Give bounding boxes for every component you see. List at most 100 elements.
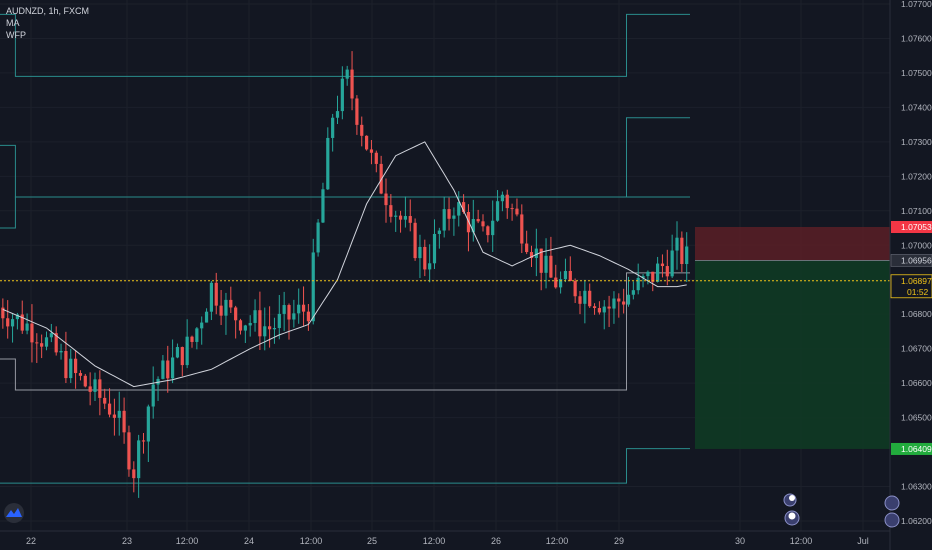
stop-loss-zone[interactable]: [695, 226, 890, 261]
price-tick-label: 1.07500: [901, 68, 932, 78]
candle-body: [568, 270, 572, 281]
candle-body: [292, 313, 296, 320]
svg-text:1.06409: 1.06409: [901, 444, 932, 454]
candle-body: [107, 403, 112, 415]
candle-body: [224, 299, 228, 316]
candle-body: [316, 222, 320, 253]
candle-body: [282, 305, 286, 314]
price-tick-label: 1.07200: [901, 171, 932, 181]
time-tick-label: 12:00: [176, 536, 199, 546]
candle-body: [272, 328, 277, 330]
candle-body: [418, 246, 422, 259]
candle-body: [258, 310, 262, 337]
indicator-ma-label[interactable]: MA: [6, 18, 20, 28]
candle-body: [559, 279, 563, 288]
candle-body: [369, 149, 374, 153]
candle-body: [219, 305, 223, 316]
candle-body: [481, 221, 485, 227]
candle-body: [122, 410, 126, 433]
candle-body: [44, 337, 49, 347]
candle-body: [374, 152, 378, 164]
price-tick-label: 1.07700: [901, 0, 932, 9]
candle-body: [350, 69, 354, 99]
time-tick-label: 22: [26, 536, 36, 546]
time-tick-label: 24: [244, 536, 254, 546]
candle-body: [457, 202, 461, 216]
candle-body: [20, 314, 24, 331]
candles: [1, 51, 689, 498]
candle-body: [651, 271, 655, 282]
candle-body: [607, 306, 611, 309]
candle-body: [64, 350, 68, 379]
candle-body: [360, 124, 364, 136]
candle-body: [563, 270, 568, 280]
candle-body: [500, 194, 504, 202]
candle-body: [6, 318, 10, 327]
candle-body: [78, 373, 83, 376]
price-tick-label: 1.07100: [901, 206, 932, 216]
candle-body: [675, 237, 679, 251]
candle-body: [398, 215, 403, 220]
price-tick-label: 1.06600: [901, 378, 932, 388]
wfp-pivot-lines: [0, 13, 690, 484]
bar-countdown: 01:52: [907, 287, 929, 297]
price-tick-label: 1.07600: [901, 33, 932, 43]
candle-body: [515, 208, 519, 215]
candle-body: [253, 310, 257, 323]
candle-body: [447, 209, 451, 219]
tradingview-logo-icon[interactable]: [4, 503, 24, 523]
take-profit-zone[interactable]: [695, 260, 890, 449]
candle-body: [306, 311, 310, 322]
chart-legend: AUDNZD, 1h, FXCM MA WFP: [6, 5, 89, 41]
time-tick-label: 12:00: [546, 536, 569, 546]
candle-body: [379, 163, 383, 194]
candle-body: [127, 432, 131, 470]
candle-body: [403, 216, 407, 220]
candle-body: [471, 219, 475, 233]
candle-body: [549, 255, 553, 278]
svg-text:1.06897: 1.06897: [901, 276, 932, 286]
indicator-wfp-label[interactable]: WFP: [6, 30, 26, 40]
candle-body: [190, 336, 194, 342]
stop-price-tag: 1.07053: [891, 220, 932, 233]
candle-body: [248, 322, 252, 326]
price-tick-label: 1.07300: [901, 137, 932, 147]
candle-body: [660, 263, 665, 267]
candle-body: [544, 255, 548, 273]
candle-body: [495, 201, 500, 221]
symbol-title[interactable]: AUDNZD, 1h, FXCM: [6, 6, 90, 16]
time-tick-label: 12:00: [300, 536, 323, 546]
time-tick-label: 23: [122, 536, 132, 546]
candle-body: [505, 194, 509, 209]
candle-body: [534, 248, 538, 259]
event-marker-icon[interactable]: [884, 495, 900, 528]
candle-body: [214, 282, 218, 306]
candle-body: [428, 263, 432, 270]
candle-body: [10, 319, 15, 327]
candle-body: [326, 137, 330, 190]
event-marker-icon[interactable]: [783, 493, 800, 526]
candle-body: [365, 135, 369, 150]
candle-body: [25, 323, 29, 331]
candle-body: [641, 276, 645, 278]
candle-body: [554, 277, 558, 288]
candle-body: [384, 193, 388, 206]
candle-body: [98, 379, 102, 398]
current-price-tag: 1.06897 01:52: [890, 274, 932, 299]
candle-body: [180, 347, 184, 366]
time-axis[interactable]: 22 23 12:00 24 12:00 25 12:00 26 12:00 29 30 12:00 J…: [26, 536, 869, 546]
candle-body: [588, 290, 592, 307]
svg-text:1.06956: 1.06956: [901, 255, 932, 265]
candle-body: [597, 308, 601, 313]
candle-body: [171, 357, 175, 379]
ma-line: [2, 141, 687, 388]
time-tick-label: 25: [367, 536, 377, 546]
candle-body: [268, 326, 272, 330]
price-axis[interactable]: 1.07700 1.07600 1.07500 1.07400 1.07300 1.072…: [901, 0, 932, 526]
candle-body: [636, 277, 640, 291]
price-tick-label: 1.07000: [901, 240, 932, 250]
candle-body: [83, 375, 87, 387]
candle-body: [243, 325, 247, 331]
candle-body: [529, 252, 534, 259]
